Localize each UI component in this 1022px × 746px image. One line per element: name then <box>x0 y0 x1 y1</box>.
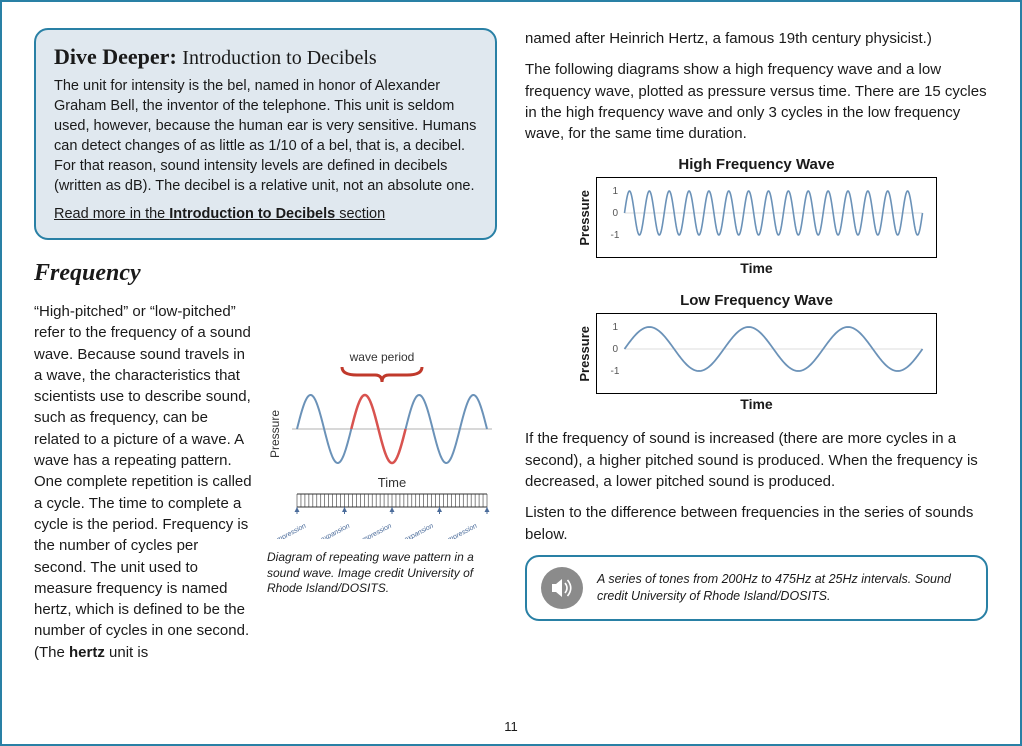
callout-link-post: section <box>335 206 385 222</box>
high-freq-xlabel: Time <box>577 260 937 276</box>
frequency-text: “High-pitched” or “low-pitched” refer to… <box>34 301 253 663</box>
audio-caption: A series of tones from 200Hz to 475Hz at… <box>597 571 972 605</box>
low-freq-title: Low Frequency Wave <box>577 292 937 309</box>
right-column: named after Heinrich Hertz, a famous 19t… <box>525 28 988 711</box>
page: Dive Deeper: Introduction to Decibels Th… <box>0 0 1022 746</box>
hf-tick-0: 0 <box>612 208 618 219</box>
frequency-para-bold: hertz <box>69 644 105 661</box>
hf-tick-n1: -1 <box>610 230 619 241</box>
wave-period-svg: wave period Pressure Time <box>267 349 497 539</box>
svg-text:compression: compression <box>355 523 393 539</box>
svg-text:expansion: expansion <box>403 523 435 539</box>
frequency-para-main: “High-pitched” or “low-pitched” refer to… <box>34 303 252 661</box>
callout-title-bold: Dive Deeper: <box>54 44 177 69</box>
audio-callout: A series of tones from 200Hz to 475Hz at… <box>525 555 988 621</box>
lf-tick-n1: -1 <box>610 366 619 377</box>
hf-tick-1: 1 <box>612 186 618 197</box>
wave-period-figure: wave period Pressure Time <box>267 349 497 597</box>
page-number: 11 <box>34 719 988 734</box>
svg-text:compression: compression <box>440 523 478 539</box>
columns: Dive Deeper: Introduction to Decibels Th… <box>34 28 988 711</box>
high-freq-wrapper: High Frequency Wave Pressure 1 0 -1 <box>525 154 988 276</box>
frequency-paragraph: “High-pitched” or “low-pitched” refer to… <box>34 301 253 663</box>
high-freq-figure: High Frequency Wave Pressure 1 0 -1 <box>577 154 937 276</box>
wave-period-ylabel: Pressure <box>268 410 282 458</box>
high-freq-title: High Frequency Wave <box>577 156 937 173</box>
left-column: Dive Deeper: Introduction to Decibels Th… <box>34 28 497 711</box>
svg-text:compression: compression <box>269 523 307 539</box>
low-freq-wrapper: Low Frequency Wave Pressure 1 0 -1 <box>525 290 988 412</box>
dive-deeper-callout: Dive Deeper: Introduction to Decibels Th… <box>34 28 497 240</box>
callout-link-bold: Introduction to Decibels <box>169 206 335 222</box>
ruler-ticks <box>295 494 490 514</box>
callout-title-light: Introduction to Decibels <box>182 47 376 69</box>
low-freq-svg: 1 0 -1 <box>603 318 930 380</box>
high-freq-svg: 1 0 -1 <box>603 182 930 244</box>
speaker-icon-svg <box>549 575 575 601</box>
callout-read-more-link[interactable]: Read more in the Introduction to Decibel… <box>54 206 477 222</box>
lf-tick-1: 1 <box>612 322 618 333</box>
right-para-4: Listen to the difference between frequen… <box>525 502 988 545</box>
bracket-icon <box>342 367 422 382</box>
compression-expansion-labels: compressionexpansioncompressionexpansion… <box>269 523 478 539</box>
wave-period-xlabel: Time <box>378 475 406 490</box>
callout-body: The unit for intensity is the bel, named… <box>54 76 477 196</box>
lf-tick-0: 0 <box>612 344 618 355</box>
right-para-3: If the frequency of sound is increased (… <box>525 428 988 492</box>
callout-link-pre: Read more in the <box>54 206 169 222</box>
frequency-text-and-figure: “High-pitched” or “low-pitched” refer to… <box>34 301 497 663</box>
wave-period-label: wave period <box>349 350 415 364</box>
section-heading: Frequency <box>34 260 497 287</box>
speaker-icon[interactable] <box>541 567 583 609</box>
low-freq-xlabel: Time <box>577 396 937 412</box>
right-para-1: named after Heinrich Hertz, a famous 19t… <box>525 28 988 49</box>
callout-title: Dive Deeper: Introduction to Decibels <box>54 44 477 70</box>
right-para-2: The following diagrams show a high frequ… <box>525 59 988 144</box>
svg-text:expansion: expansion <box>320 523 352 539</box>
low-freq-figure: Low Frequency Wave Pressure 1 0 -1 <box>577 290 937 412</box>
low-freq-ylabel: Pressure <box>577 326 592 382</box>
high-freq-ylabel: Pressure <box>577 190 592 246</box>
wave-period-caption: Diagram of repeating wave pattern in a s… <box>267 550 497 597</box>
frequency-para-tail: unit is <box>105 644 148 661</box>
